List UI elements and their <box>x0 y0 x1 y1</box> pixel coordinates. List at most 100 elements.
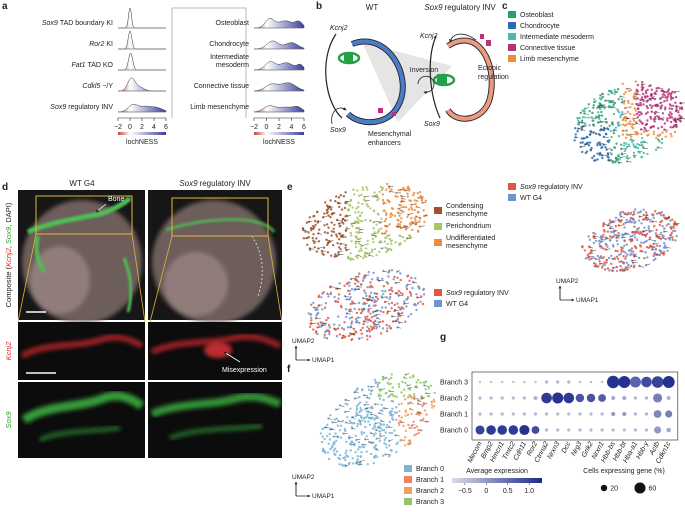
label-text: TAD boundary KI <box>60 20 113 27</box>
umap-dot <box>336 242 339 245</box>
umap-dot <box>357 218 360 221</box>
umap-dot <box>675 125 678 129</box>
velocity-arrow <box>622 113 627 115</box>
umap-dot <box>361 388 364 391</box>
umap-dot <box>345 449 348 452</box>
umap-dot <box>668 92 671 95</box>
umap-dot <box>640 112 643 116</box>
umap-dot <box>349 449 352 452</box>
umap-dot <box>356 425 359 428</box>
umap-dot <box>350 416 354 419</box>
label-part: , DAPI) <box>4 202 13 227</box>
umap-dot <box>625 123 628 126</box>
umap-dot <box>350 440 353 443</box>
umap-dot <box>345 298 348 301</box>
umap-dot <box>663 94 666 97</box>
umap-dot <box>387 425 391 429</box>
umap-dot <box>378 393 381 396</box>
umap-dot <box>376 212 379 215</box>
tick-label: 0.5 <box>503 488 513 495</box>
umap-dot <box>625 255 628 258</box>
umap-dot <box>419 429 423 432</box>
umap-dot <box>357 238 360 241</box>
umap-dot <box>646 88 649 92</box>
velocity-arrow <box>351 278 355 280</box>
umap-dot <box>361 219 364 223</box>
umap-dot <box>355 411 358 415</box>
velocity-arrow <box>351 428 356 430</box>
umap-dot <box>358 395 361 399</box>
umap-dot <box>366 239 369 243</box>
umap-dot <box>330 446 334 449</box>
umap-dot <box>623 244 626 247</box>
umap-dot <box>346 416 349 419</box>
umap-dot <box>606 230 610 233</box>
umap-dot <box>680 107 684 111</box>
umap-dot <box>344 402 347 405</box>
row-label: Sox9 <box>4 411 13 429</box>
umap-dot <box>315 210 319 214</box>
umap-dot <box>332 443 335 446</box>
expression-dot <box>665 410 673 418</box>
umap-dot <box>587 116 590 119</box>
velocity-arrow <box>593 236 599 237</box>
expression-dot <box>508 425 519 435</box>
umap-dot <box>411 280 415 284</box>
condition-title: WT <box>366 3 379 12</box>
expression-dot <box>478 380 482 384</box>
umap-dot <box>611 105 614 109</box>
umap-dot <box>678 119 681 122</box>
umap-dot <box>637 107 640 111</box>
umap-dot <box>623 141 626 145</box>
expression-dot <box>556 412 560 416</box>
velocity-arrow <box>355 240 361 242</box>
umap-dot <box>608 89 611 93</box>
tick-label: 0 <box>265 124 269 131</box>
velocity-arrow <box>680 118 685 120</box>
umap-dot <box>337 297 340 300</box>
umap-dot <box>406 192 409 195</box>
umap-dot <box>669 219 672 222</box>
umap-dot <box>659 238 663 241</box>
velocity-arrow <box>365 439 369 441</box>
umap-dot <box>585 136 588 139</box>
umap-dot <box>621 133 624 136</box>
velocity-arrow <box>582 125 588 127</box>
umap-dot <box>376 426 379 430</box>
umap-dot <box>592 104 595 107</box>
umap-dot <box>591 156 594 160</box>
umap-dot <box>327 442 330 445</box>
column-title: WT G4 <box>69 179 95 188</box>
umap-dot <box>397 421 401 424</box>
umap-dot <box>353 443 356 447</box>
expression-dot <box>552 392 564 404</box>
tick-label: 0 <box>128 124 132 131</box>
velocity-arrow <box>416 216 422 218</box>
umap-dot <box>310 316 313 319</box>
umap-dot <box>423 409 427 412</box>
velocity-arrow <box>605 248 611 250</box>
umap-dot <box>615 265 618 269</box>
panel-letter: c <box>502 1 508 12</box>
umap-dot <box>384 290 387 293</box>
legend-label: Condensing <box>446 203 483 210</box>
umap-dot <box>388 186 391 189</box>
legend-swatch <box>508 44 516 51</box>
umap-dot <box>422 381 425 384</box>
umap-dot <box>409 223 412 227</box>
umap-dot <box>640 222 643 225</box>
gene-name: Cdkl5 <box>82 83 100 90</box>
expression-dot <box>600 412 604 416</box>
velocity-arrow <box>363 298 367 300</box>
umap-dot <box>588 110 591 113</box>
umap-dot <box>312 239 315 242</box>
tick-label: 2 <box>140 124 144 131</box>
umap-dot <box>329 414 332 417</box>
umap-dot <box>614 249 617 253</box>
umap-dot <box>377 228 381 231</box>
expression-dot <box>618 376 631 388</box>
umap-dot <box>413 191 416 195</box>
umap-dot <box>348 284 351 287</box>
umap-dot <box>658 223 661 227</box>
umap-dot <box>366 415 369 418</box>
